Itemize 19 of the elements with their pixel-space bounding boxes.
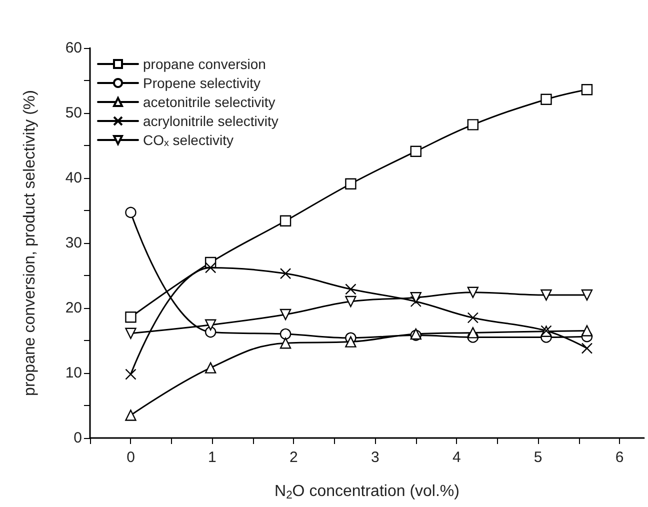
y-tick-label: 10 [65, 364, 82, 382]
x-tick-label: 0 [126, 449, 135, 466]
y-tick-label: 30 [65, 234, 82, 252]
x-tick-label: 3 [370, 449, 380, 466]
legend-label: Propene selectivity [143, 75, 261, 91]
x-tick-label: 1 [208, 449, 216, 466]
y-axis-title: propane conversion, product selectivity (%) [22, 90, 38, 396]
y-tick-label: 40 [65, 170, 82, 186]
y-tick-label: 60 [65, 40, 82, 56]
x-tick-label: 4 [452, 449, 461, 466]
y-tick-label: 0 [74, 430, 82, 446]
x-tick-label: 2 [290, 449, 298, 466]
legend-label: acetonitrile selectivity [143, 94, 276, 110]
y-tick-label: 20 [65, 300, 82, 316]
y-tick-label: 50 [65, 104, 82, 122]
legend-label: propane conversion [143, 56, 266, 72]
x-tick-label: 5 [534, 449, 542, 466]
legend-label: acrylonitrile selectivity [143, 113, 278, 129]
x-tick-label: 6 [615, 449, 624, 466]
